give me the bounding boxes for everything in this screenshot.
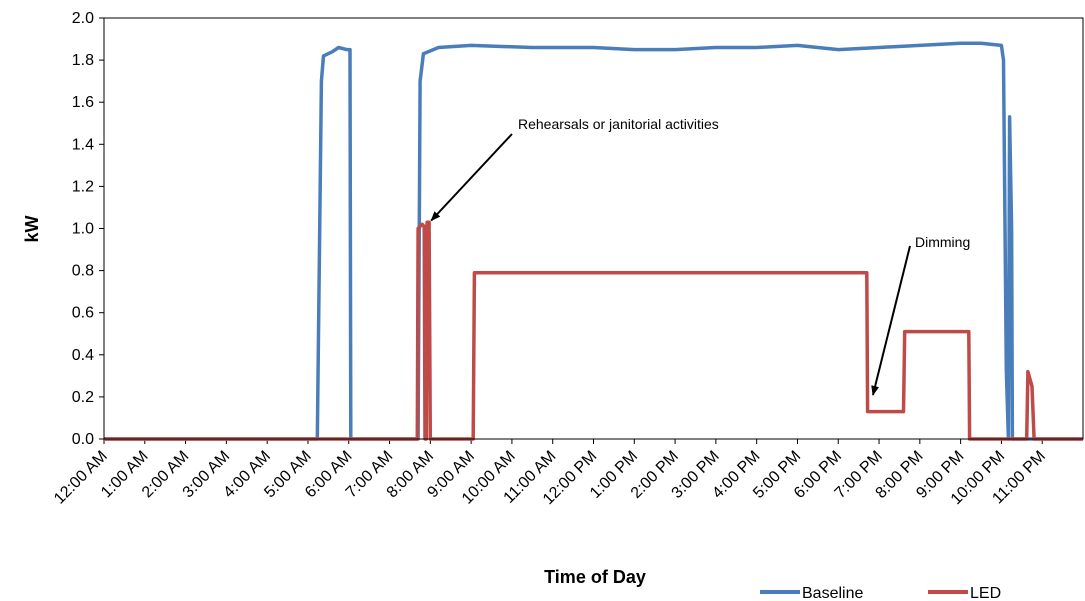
y-tick-label: 0.0 (72, 431, 94, 448)
y-tick-label: 0.8 (72, 263, 94, 280)
series-line-baseline (104, 41, 1083, 441)
y-tick-label: 0.6 (72, 305, 94, 322)
y-tick-label: 0.2 (72, 389, 94, 406)
plot-area-frame (103, 17, 1084, 440)
rehearsals-annotation: Rehearsals or janitorial activities (518, 116, 719, 132)
y-axis-title: kW (22, 215, 42, 242)
y-tick-label: 1.2 (72, 178, 94, 195)
dimming-annotation: Dimming (915, 234, 970, 250)
legend: Baseline LED (760, 585, 1001, 601)
y-tick-label: 0.4 (72, 347, 94, 364)
y-tick-label: 1.6 (72, 94, 94, 111)
x-axis-ticks: 12:00 AM1:00 AM2:00 AM3:00 AM4:00 AM5:00… (51, 439, 1049, 508)
plot-series (104, 41, 1083, 441)
y-tick-label: 1.0 (72, 221, 94, 238)
x-tick-label: 12:00 AM (51, 448, 111, 508)
y-axis-ticks: 0.0 0.2 0.4 0.6 0.8 1.0 1.2 1.4 1.6 1.8 2.0 (72, 10, 104, 448)
annotations: Rehearsals or janitorial activities Dimm… (430, 116, 970, 396)
rehearsals-arrow (430, 133, 513, 222)
legend-label-baseline: Baseline (802, 585, 863, 601)
series-line-led (104, 220, 1083, 441)
legend-label-led: LED (970, 585, 1001, 601)
x-axis-title: Time of Day (544, 567, 646, 587)
y-tick-label: 1.4 (72, 136, 94, 153)
dimming-arrow (871, 245, 911, 396)
y-tick-label: 1.8 (72, 52, 94, 69)
y-tick-label: 2.0 (72, 10, 94, 27)
